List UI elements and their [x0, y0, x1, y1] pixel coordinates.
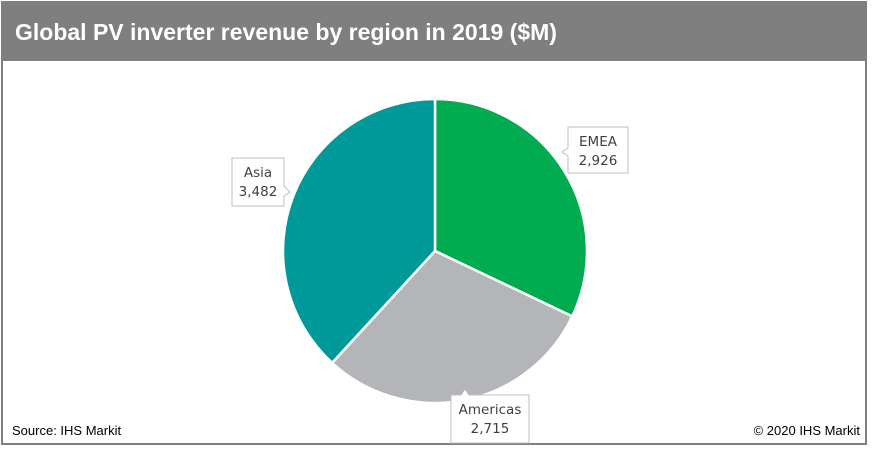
- data-label-emea: EMEA 2,926: [562, 127, 628, 173]
- data-label-category: Americas: [459, 402, 522, 418]
- data-label-value: 2,715: [471, 421, 510, 437]
- copyright-note: © 2020 IHS Markit: [754, 423, 860, 438]
- data-label-asia: Asia 3,482: [232, 158, 290, 206]
- source-note: Source: IHS Markit: [12, 423, 121, 438]
- data-label-americas: Americas 2,715: [451, 389, 529, 443]
- data-label-value: 2,926: [579, 153, 618, 169]
- data-label-category: Asia: [244, 165, 272, 181]
- data-label-category: EMEA: [579, 134, 618, 150]
- pie-chart: EMEA 2,926 Americas 2,715 Asia 3,482: [0, 0, 872, 450]
- data-label-value: 3,482: [239, 184, 278, 200]
